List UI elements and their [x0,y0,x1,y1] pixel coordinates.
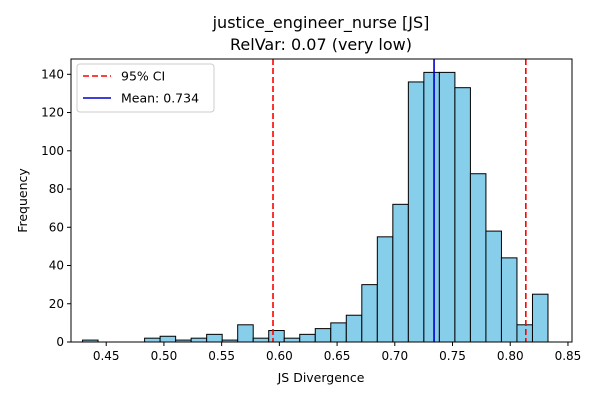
legend-ci-label: 95% CI [121,69,165,84]
histogram-bar [283,337,301,343]
histogram-bar [485,230,502,343]
histogram-bar [500,257,518,343]
legend-mean-label: Mean: 0.734 [121,91,199,106]
x-tick-label: 0.80 [497,349,524,363]
y-axis-ticks: 0 20 40 60 80 100 120 140 [41,67,71,349]
reference-lines [272,59,527,342]
histogram-bar [268,330,285,343]
histogram-bar [531,293,549,343]
plot-area-frame [70,58,573,343]
x-tick-label: 0.45 [93,349,120,363]
y-tick-label: 0 [56,335,64,349]
histogram-bar [469,173,487,343]
histogram-bar [190,337,208,343]
histogram-bar [407,81,425,343]
y-tick-label: 20 [49,297,64,311]
y-tick-label: 140 [41,67,64,81]
histogram-bar [516,324,533,343]
histogram-bar [159,335,177,343]
histogram-bar [454,87,471,343]
y-axis-label: Frequency [15,168,30,233]
histogram-bar [237,324,254,343]
histogram-bar [438,71,456,343]
x-tick-label: 0.85 [555,349,582,363]
y-tick-label: 60 [49,220,64,234]
histogram-bar [144,337,161,343]
y-tick-label: 40 [49,259,64,273]
histogram-bar [361,284,378,343]
y-tick-label: 100 [41,144,64,158]
x-tick-label: 0.50 [151,349,178,363]
histogram-bar [376,236,394,343]
x-axis-ticks: 0.45 0.50 0.55 0.60 0.65 0.70 0.75 0.80 0.85 [93,342,581,363]
histogram-bar [330,322,347,343]
legend-box [76,63,215,113]
chart-subtitle: RelVar: 0.07 (very low) [230,35,412,54]
x-axis-label: JS Divergence [277,370,365,385]
x-tick-label: 0.70 [381,349,408,363]
x-tick-label: 0.65 [324,349,351,363]
histogram-bar [206,333,223,343]
y-tick-label: 80 [49,182,64,196]
legend: 95% CI Mean: 0.734 [76,63,215,113]
histogram-bar [299,333,316,343]
chart-title: justice_engineer_nurse [JS] [212,13,430,33]
histogram-bar [423,71,440,343]
histogram-bar [252,337,270,343]
y-tick-label: 120 [41,106,64,120]
histogram-bar [345,314,363,343]
x-tick-label: 0.75 [439,349,466,363]
histogram-bar [392,203,409,343]
x-tick-label: 0.55 [208,349,235,363]
histogram-bar [314,328,332,343]
x-tick-label: 0.60 [266,349,293,363]
